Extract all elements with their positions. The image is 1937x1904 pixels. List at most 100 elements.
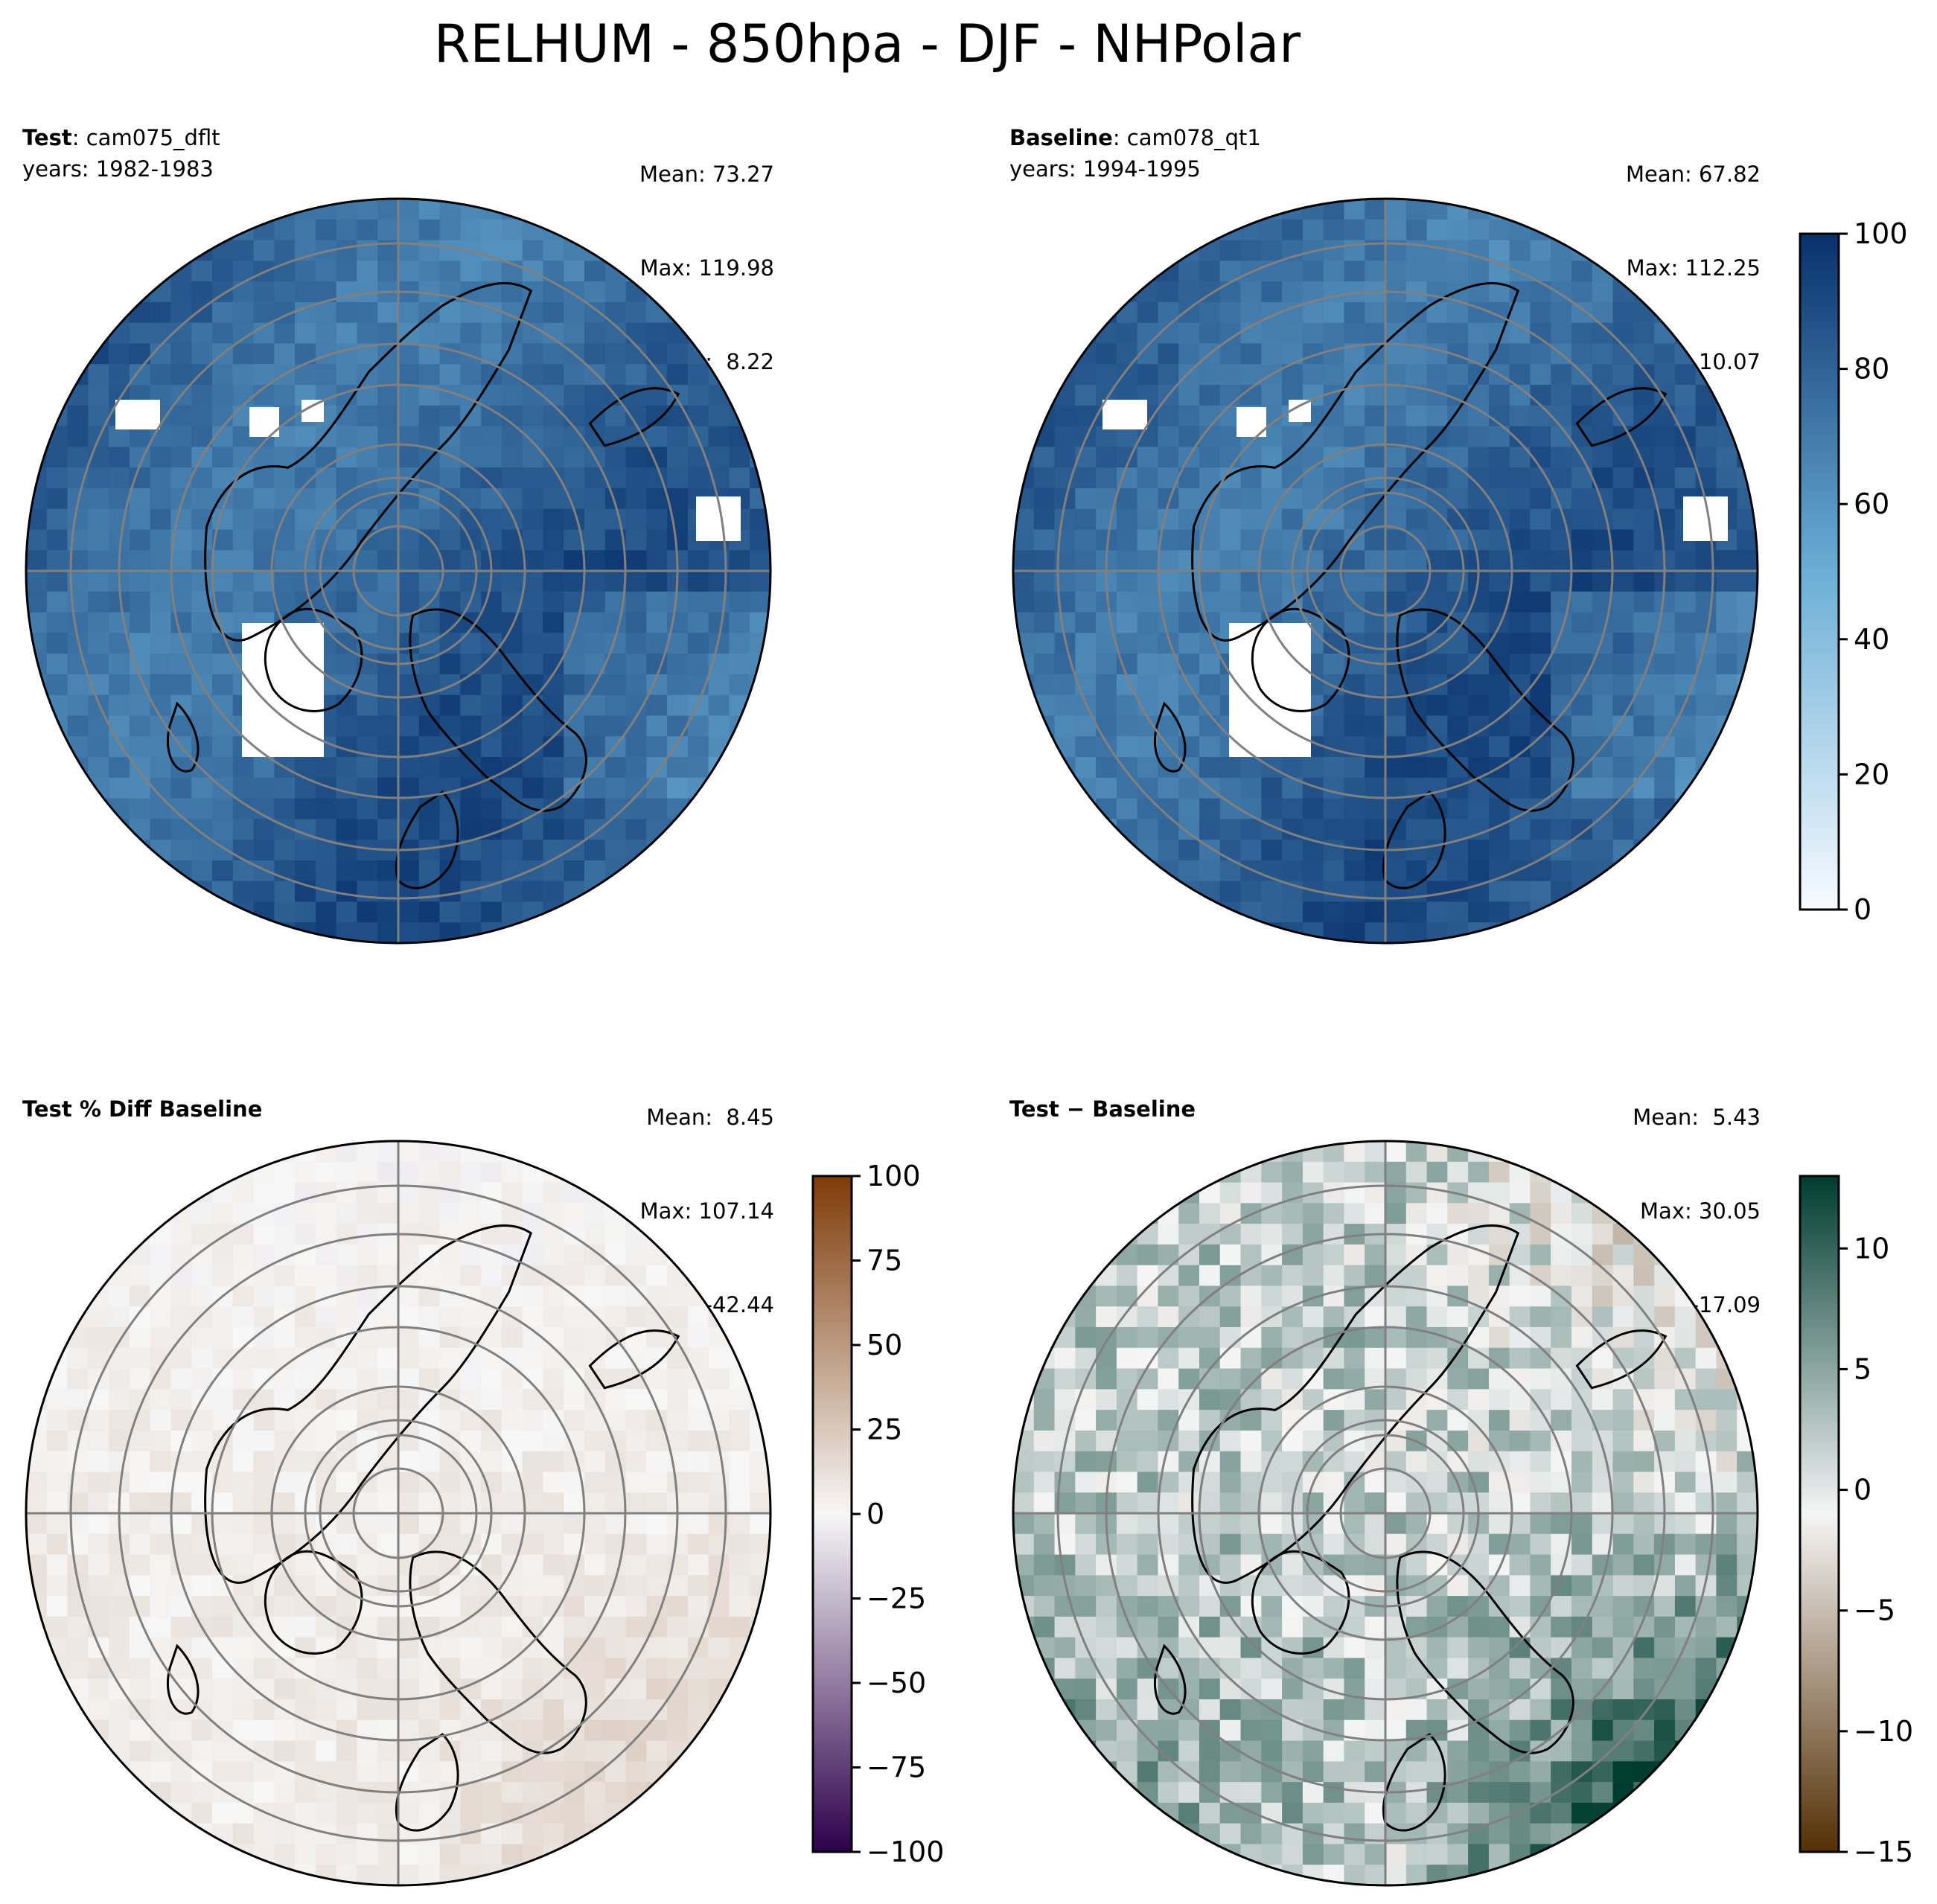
field-cell [1447, 1637, 1469, 1659]
field-cell [336, 860, 358, 882]
field-cell [295, 1782, 316, 1804]
field-cell [1178, 840, 1200, 861]
field-cell [667, 1533, 689, 1556]
field-cell [150, 1596, 172, 1617]
field-cell [46, 1761, 68, 1783]
field-cell [439, 1658, 461, 1679]
field-cell [564, 199, 585, 220]
field-cell [1530, 1451, 1551, 1473]
field-cell [501, 385, 523, 406]
field-cell [543, 343, 564, 365]
field-cell [481, 219, 502, 241]
field-cell [1530, 1368, 1551, 1390]
field-cell [750, 488, 770, 510]
field-cell [625, 1823, 647, 1845]
field-cell [46, 777, 68, 799]
field-cell [1551, 654, 1572, 675]
field-cell [46, 301, 68, 324]
field-cell [67, 1554, 89, 1576]
field-cell [750, 261, 770, 282]
field-cell [1426, 1224, 1448, 1245]
field-cell [1033, 281, 1056, 303]
field-cell [418, 426, 441, 447]
field-cell [1282, 1265, 1303, 1287]
field-cell [232, 1761, 255, 1783]
field-cell [1178, 1719, 1200, 1742]
field-cell [522, 467, 544, 489]
field-cell [212, 901, 234, 923]
field-cell [1240, 1410, 1262, 1431]
field-cell [543, 1533, 564, 1556]
field-cell [687, 901, 709, 923]
field-cell [1530, 1182, 1551, 1204]
field-cell [1219, 281, 1242, 303]
field-cell [295, 261, 316, 282]
field-cell [1447, 1430, 1469, 1452]
field-cell [1654, 860, 1676, 882]
field-cell [109, 901, 130, 923]
field-cell [1137, 447, 1159, 468]
field-cell [46, 881, 68, 903]
field-cell [1488, 1410, 1510, 1431]
field-cell [129, 219, 151, 241]
field-cell [584, 819, 606, 840]
field-cell [687, 1492, 709, 1514]
field-cell [1716, 219, 1737, 241]
field-cell [1013, 1492, 1035, 1514]
field-cell [646, 1823, 668, 1845]
field-cell [708, 219, 730, 241]
field-cell [1013, 385, 1035, 406]
field-cell [398, 364, 420, 386]
field-cell [543, 281, 564, 303]
field-cell [1323, 1823, 1345, 1845]
field-cell [315, 1761, 337, 1783]
field-cell [604, 757, 627, 779]
field-cell [357, 405, 378, 427]
field-cell [1240, 1637, 1262, 1659]
field-cell [88, 654, 109, 675]
field-cell [729, 1844, 750, 1865]
field-cell [1158, 508, 1179, 531]
field-cell [750, 1285, 770, 1307]
field-cell [604, 1285, 627, 1307]
field-cell [1096, 281, 1117, 303]
field-cell [212, 860, 234, 882]
field-cell [1426, 343, 1448, 365]
field-cell [274, 385, 296, 406]
field-cell [295, 1451, 316, 1473]
field-cell [1695, 261, 1717, 282]
field-cell [1571, 261, 1593, 282]
field-cell [1199, 674, 1221, 696]
field-cell [1096, 343, 1117, 365]
colorbar-tick-label: 0 [867, 1498, 884, 1530]
field-cell [1365, 798, 1386, 820]
field-cell [1344, 1554, 1365, 1576]
field-cell [315, 1844, 337, 1865]
field-cell [501, 736, 523, 758]
field-cell [1137, 1327, 1159, 1349]
field-cell [750, 881, 770, 903]
field-cell [439, 529, 461, 551]
field-cell [667, 343, 689, 365]
field-cell [667, 1658, 689, 1679]
field-cell [1199, 654, 1221, 675]
field-cell [501, 1285, 523, 1307]
field-cell [1302, 798, 1324, 820]
field-cell [1033, 1492, 1056, 1514]
field-cell [191, 488, 213, 510]
field-cell [729, 1492, 750, 1514]
field-cell [584, 633, 606, 654]
field-cell [729, 654, 750, 675]
field-cell [750, 1658, 770, 1679]
field-cell [26, 1265, 48, 1287]
field-cell [1530, 571, 1551, 592]
field-cell [750, 1844, 770, 1865]
field-cell [1344, 1637, 1365, 1659]
field-cell [729, 633, 750, 654]
field-cell [1261, 240, 1283, 261]
field-cell [1075, 467, 1097, 489]
field-cell [543, 1719, 564, 1742]
field-cell [1261, 840, 1283, 861]
field-cell [729, 1782, 750, 1804]
